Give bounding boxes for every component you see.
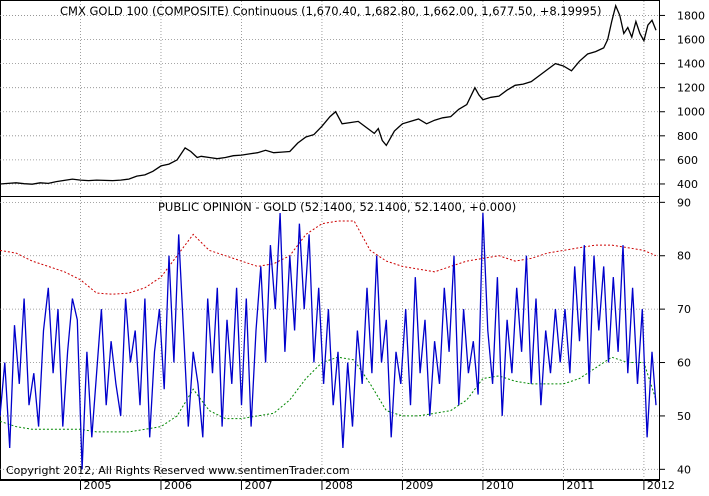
y-tick-label: 1800 <box>677 9 705 22</box>
y-tick-label: 1400 <box>677 58 705 71</box>
x-tick-label: 2012 <box>647 479 675 492</box>
y-tick-label: 40 <box>677 463 691 476</box>
upper-band-line <box>0 220 657 295</box>
y-tick-label: 600 <box>677 154 698 167</box>
top-panel-frame <box>0 0 660 197</box>
x-tick-label: 2010 <box>486 479 514 492</box>
x-tick-label: 2007 <box>244 479 272 492</box>
x-tick-label: 2011 <box>566 479 594 492</box>
public-opinion-line <box>0 212 657 470</box>
x-tick-label: 2005 <box>83 479 111 492</box>
bottom-y-axis: 40 50 60 70 80 90 <box>660 196 691 476</box>
y-tick-label: 80 <box>677 250 691 263</box>
lower-band-line <box>0 356 657 433</box>
x-tick-label: 2006 <box>164 479 192 492</box>
x-tick-label: 2008 <box>325 479 353 492</box>
y-tick-label: 90 <box>677 196 691 209</box>
y-tick-label: 50 <box>677 410 691 423</box>
bottom-chart-title: PUBLIC OPINION - GOLD (52.1400, 52.1400,… <box>158 200 516 214</box>
bottom-panel-frame <box>0 196 660 480</box>
x-axis: 2005 2006 2007 2008 2009 2010 2011 2012 <box>0 479 675 492</box>
top-y-axis: 400 600 800 1000 1200 1400 1600 1800 <box>660 9 705 191</box>
y-tick-label: 800 <box>677 130 698 143</box>
y-tick-label: 70 <box>677 303 691 316</box>
y-tick-label: 1200 <box>677 82 705 95</box>
y-tick-label: 1000 <box>677 106 705 119</box>
x-tick-label: 2009 <box>405 479 433 492</box>
top-chart-title: CMX GOLD 100 (COMPOSITE) Continuous (1,6… <box>60 4 601 18</box>
bottom-series-layer <box>0 212 657 470</box>
top-series-layer <box>0 3 657 185</box>
grid-layer <box>0 1 660 480</box>
copyright-text: Copyright 2012, All Rights Reserved www.… <box>6 464 350 477</box>
gold-price-line <box>0 3 657 185</box>
y-tick-label: 400 <box>677 178 698 191</box>
y-tick-label: 60 <box>677 357 691 370</box>
y-tick-label: 1600 <box>677 34 705 47</box>
